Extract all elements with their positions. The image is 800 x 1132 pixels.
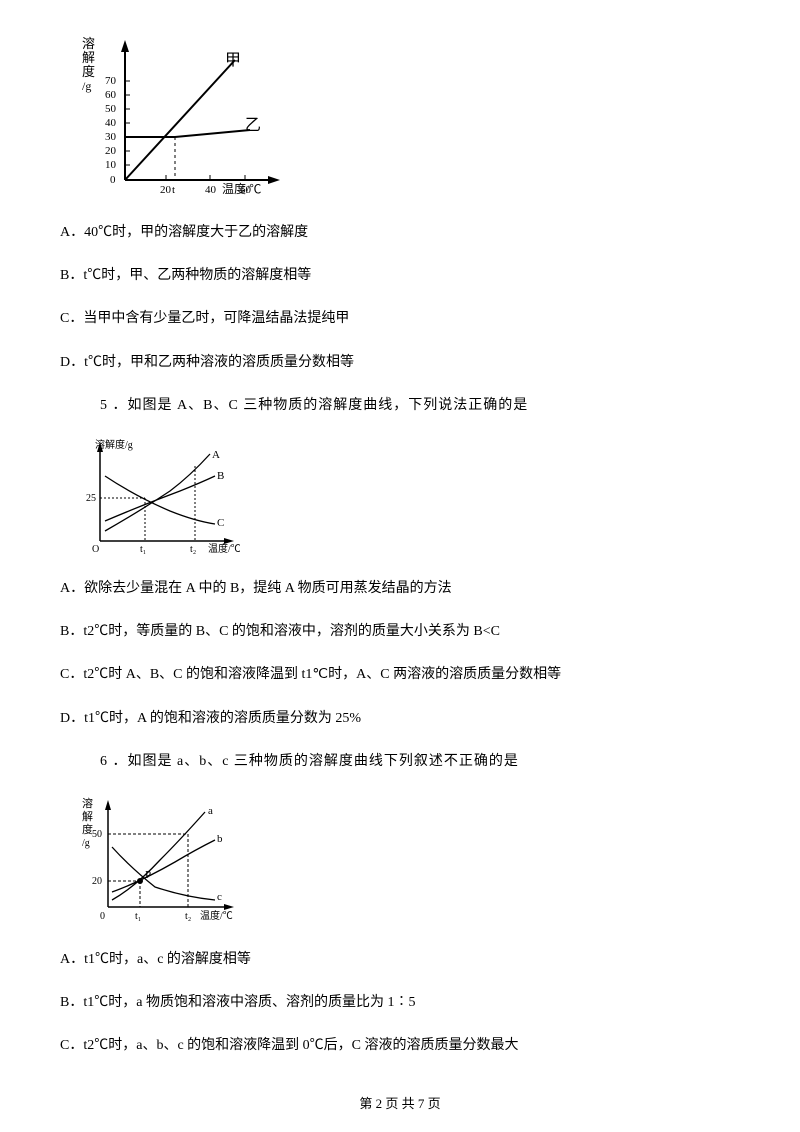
c3-ylabel-2: 解 xyxy=(82,809,93,823)
c2-y25: 25 xyxy=(86,493,96,504)
chart-3-container: 溶 解 度 /g 50 20 0 t₁ t₂ 温度/℃ a b c P xyxy=(80,792,740,927)
option-2a: A．欲除去少量混在 A 中的 B，提纯 A 物质可用蒸发结晶的方法 xyxy=(60,576,740,601)
c2-label-b: B xyxy=(217,470,224,482)
c2-xlabel: 温度/℃ xyxy=(208,542,240,555)
c3-curve-c xyxy=(112,847,215,900)
ytick-10: 10 xyxy=(105,159,117,171)
option-2c: C．t2℃时 A、B、C 的饱和溶液降温到 t1℃时，A、C 两溶液的溶质质量分… xyxy=(60,662,740,687)
c3-t1: t₁ xyxy=(135,911,141,922)
label-yi: 乙 xyxy=(245,117,261,134)
xtick-20: 20 xyxy=(160,184,172,196)
option-1d: D．t℃时，甲和乙两种溶液的溶质质量分数相等 xyxy=(60,350,740,375)
x-arrow xyxy=(268,176,280,184)
c2-origin: O xyxy=(92,544,99,555)
c3-yarrow xyxy=(105,800,111,810)
line-yi-2 xyxy=(175,130,250,137)
option-1b: B．t℃时，甲、乙两种物质的溶解度相等 xyxy=(60,263,740,288)
option-1a: A．40℃时，甲的溶解度大于乙的溶解度 xyxy=(60,220,740,245)
xtick-t: t xyxy=(172,184,175,196)
option-2d: D．t1℃时，A 的饱和溶液的溶质质量分数为 25% xyxy=(60,706,740,731)
c3-ylabel-4: /g xyxy=(82,838,90,849)
c3-ylabel-1: 溶 xyxy=(82,796,93,810)
ytick-40: 40 xyxy=(105,117,117,129)
c3-label-a: a xyxy=(208,805,213,817)
y-label-3: 度 xyxy=(82,64,95,79)
c3-y50: 50 xyxy=(92,829,102,840)
y-label-4: /g xyxy=(82,79,91,93)
solubility-chart-1: 溶 解 度 /g 0 10 20 30 40 50 60 70 20 t 40 … xyxy=(80,30,290,200)
c2-label-c: C xyxy=(217,517,224,529)
ytick-20: 20 xyxy=(105,145,117,157)
option-3b: B．t1℃时，a 物质饱和溶液中溶质、溶剂的质量比为 1∶5 xyxy=(60,990,740,1015)
c3-xarrow xyxy=(224,904,234,910)
y-arrow xyxy=(121,40,129,52)
chart-1-container: 溶 解 度 /g 0 10 20 30 40 50 60 70 20 t 40 … xyxy=(80,30,740,200)
question-6: 6 ．如图是 a、b、c 三种物质的溶解度曲线下列叙述不正确的是 xyxy=(100,749,740,774)
x-label: 温度/℃ xyxy=(222,181,261,196)
ytick-70: 70 xyxy=(105,75,117,87)
c3-y20: 20 xyxy=(92,876,102,887)
ytick-50: 50 xyxy=(105,103,117,115)
page-footer: 第 2 页 共 7 页 xyxy=(0,1093,800,1112)
c3-label-p: P xyxy=(145,869,151,881)
c3-point-p xyxy=(137,878,143,884)
c3-label-c: c xyxy=(217,891,222,903)
c3-xlabel: 温度/℃ xyxy=(200,909,233,922)
option-3c: C．t2℃时，a、b、c 的饱和溶液降温到 0℃后，C 溶液的溶质质量分数最大 xyxy=(60,1033,740,1058)
option-3a: A．t1℃时，a、c 的溶解度相等 xyxy=(60,947,740,972)
line-jia xyxy=(125,60,235,180)
y-label-1: 溶 xyxy=(82,36,95,51)
question-5: 5 ．如图是 A、B、C 三种物质的溶解度曲线，下列说法正确的是 xyxy=(100,393,740,418)
option-1c: C．当甲中含有少量乙时，可降温结晶法提纯甲 xyxy=(60,306,740,331)
y-label-2: 解 xyxy=(82,50,95,65)
c3-origin: 0 xyxy=(100,911,105,922)
ytick-30: 30 xyxy=(105,131,117,143)
c2-t1: t₁ xyxy=(140,544,146,555)
ytick-60: 60 xyxy=(105,89,117,101)
ytick-0: 0 xyxy=(110,174,116,186)
option-2b: B．t2℃时，等质量的 B、C 的饱和溶液中，溶剂的质量大小关系为 B<C xyxy=(60,619,740,644)
c3-label-b: b xyxy=(217,833,223,845)
c3-curve-b xyxy=(112,840,215,892)
xtick-40: 40 xyxy=(205,184,217,196)
c2-label-a: A xyxy=(212,449,220,461)
c2-t2: t₂ xyxy=(190,544,196,555)
label-jia: 甲 xyxy=(225,52,241,69)
c3-t2: t₂ xyxy=(185,911,191,922)
chart-2-container: 溶解度/g 25 t₁ t₂ 温度/℃ O A B C xyxy=(80,436,740,556)
solubility-chart-2: 溶解度/g 25 t₁ t₂ 温度/℃ O A B C xyxy=(80,436,240,556)
solubility-chart-3: 溶 解 度 /g 50 20 0 t₁ t₂ 温度/℃ a b c P xyxy=(80,792,240,927)
